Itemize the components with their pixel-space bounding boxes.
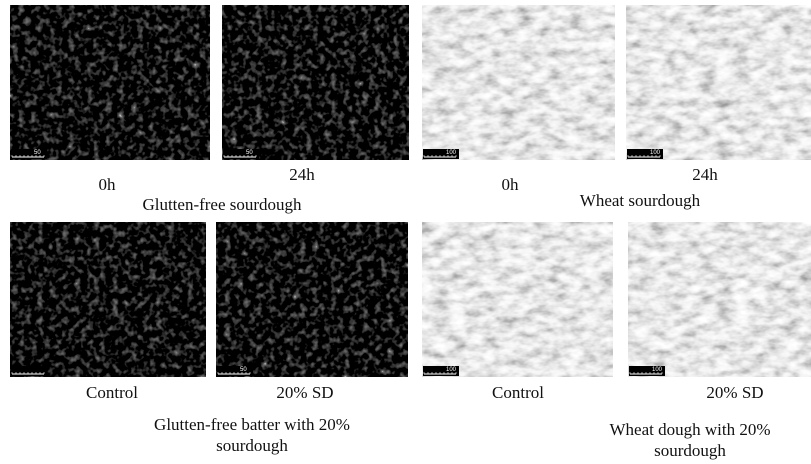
scale-label: 50 — [34, 150, 41, 156]
micrograph — [422, 222, 613, 377]
scale-label: 50 — [240, 367, 247, 373]
panel-label: Control — [86, 383, 138, 402]
micrograph — [222, 5, 409, 160]
panel-label: 24h — [692, 165, 718, 184]
scale-label: 100 — [446, 150, 457, 156]
panel-label: 0h — [99, 175, 117, 194]
micrograph — [10, 222, 206, 377]
panel-label: Control — [492, 383, 544, 402]
micrograph — [628, 222, 811, 377]
group-title: Wheat sourdough — [580, 191, 701, 210]
group-title: sourdough — [654, 441, 726, 460]
micrograph — [216, 222, 408, 377]
scale-label: 100 — [650, 150, 661, 156]
micrograph — [626, 5, 811, 160]
panel-label: 20% SD — [706, 383, 763, 402]
group-title: Wheat dough with 20% — [610, 420, 771, 439]
group-title: Glutten-free sourdough — [142, 195, 302, 214]
scale-label: 50 — [246, 150, 253, 156]
group-title: Glutten-free batter with 20% — [154, 415, 350, 434]
group-title: sourdough — [216, 436, 288, 455]
figure: 50 0h 50 24h Glutten-free sourdough 100 0h 100 2… — [0, 0, 811, 464]
panel-label: 24h — [289, 165, 315, 184]
micrograph — [10, 5, 210, 160]
micrograph — [422, 5, 615, 160]
panel-label: 20% SD — [276, 383, 333, 402]
panel-label: 0h — [502, 175, 520, 194]
scale-label: 100 — [652, 367, 663, 373]
scale-label: 100 — [446, 367, 457, 373]
